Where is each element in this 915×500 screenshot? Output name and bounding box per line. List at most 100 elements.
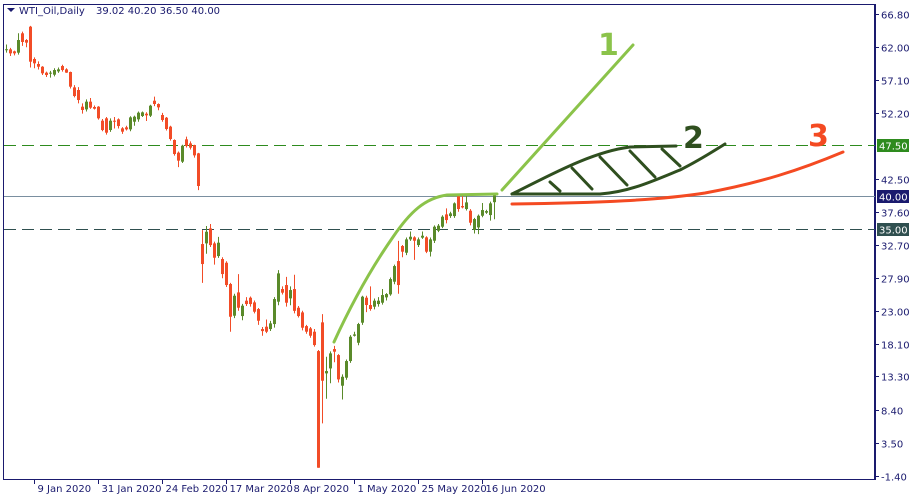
- curve-3[interactable]: [510, 150, 845, 206]
- candle[interactable]: [225, 261, 228, 287]
- candle[interactable]: [381, 289, 384, 305]
- candle[interactable]: [317, 350, 320, 468]
- candle[interactable]: [161, 112, 164, 122]
- candle[interactable]: [473, 217, 476, 234]
- candle[interactable]: [149, 104, 152, 117]
- candle[interactable]: [113, 116, 116, 129]
- candle[interactable]: [41, 66, 44, 75]
- candle[interactable]: [337, 354, 340, 383]
- candle[interactable]: [325, 356, 328, 399]
- candle[interactable]: [481, 203, 484, 218]
- candle[interactable]: [229, 282, 232, 332]
- candle[interactable]: [453, 202, 456, 218]
- candle[interactable]: [137, 111, 140, 122]
- candle[interactable]: [477, 214, 480, 235]
- candle[interactable]: [309, 326, 312, 338]
- candle[interactable]: [165, 116, 168, 131]
- candle[interactable]: [185, 136, 188, 148]
- candle[interactable]: [313, 329, 316, 347]
- candle[interactable]: [493, 194, 496, 220]
- candle[interactable]: [357, 322, 360, 346]
- candle[interactable]: [353, 331, 356, 337]
- candle[interactable]: [377, 297, 380, 307]
- candle[interactable]: [101, 119, 104, 132]
- candle[interactable]: [181, 144, 184, 164]
- candle[interactable]: [489, 201, 492, 221]
- candle[interactable]: [365, 295, 368, 313]
- candle[interactable]: [141, 111, 144, 117]
- candle[interactable]: [421, 231, 424, 239]
- candle[interactable]: [117, 118, 120, 129]
- candle[interactable]: [53, 68, 56, 77]
- drawing-2[interactable]: [510, 142, 727, 196]
- candle[interactable]: [81, 103, 84, 114]
- candle[interactable]: [201, 230, 204, 283]
- candle[interactable]: [213, 241, 216, 265]
- candle[interactable]: [445, 208, 448, 224]
- candle[interactable]: [297, 305, 300, 318]
- candle[interactable]: [349, 335, 352, 363]
- candle[interactable]: [441, 215, 444, 229]
- candle[interactable]: [329, 351, 332, 384]
- candle[interactable]: [105, 116, 108, 135]
- candle[interactable]: [29, 25, 32, 68]
- candle[interactable]: [241, 303, 244, 321]
- candle[interactable]: [429, 237, 432, 257]
- candle[interactable]: [205, 226, 208, 254]
- candle[interactable]: [253, 300, 256, 314]
- candle[interactable]: [93, 105, 96, 110]
- candle[interactable]: [121, 127, 124, 134]
- candle[interactable]: [89, 98, 92, 109]
- candle[interactable]: [385, 293, 388, 301]
- candle[interactable]: [485, 209, 488, 214]
- candle[interactable]: [277, 270, 280, 306]
- candle[interactable]: [177, 151, 180, 168]
- candle[interactable]: [437, 224, 440, 233]
- candle[interactable]: [413, 236, 416, 260]
- candle[interactable]: [133, 115, 136, 126]
- candle[interactable]: [65, 68, 68, 73]
- candle[interactable]: [189, 141, 192, 150]
- candle[interactable]: [125, 125, 128, 131]
- candle[interactable]: [25, 39, 28, 48]
- candle[interactable]: [245, 297, 248, 306]
- candle[interactable]: [269, 320, 272, 332]
- candle[interactable]: [73, 85, 76, 98]
- candle[interactable]: [321, 314, 324, 424]
- candle[interactable]: [97, 106, 100, 120]
- candle[interactable]: [449, 211, 452, 218]
- candle[interactable]: [293, 274, 296, 314]
- candle[interactable]: [85, 99, 88, 112]
- candle[interactable]: [157, 103, 160, 111]
- candle[interactable]: [433, 225, 436, 243]
- collapse-triangle-icon[interactable]: [7, 8, 15, 12]
- candle[interactable]: [17, 33, 20, 55]
- candle[interactable]: [193, 144, 196, 158]
- candle[interactable]: [129, 116, 132, 132]
- candle[interactable]: [9, 47, 12, 56]
- candle[interactable]: [257, 308, 260, 325]
- candle[interactable]: [197, 152, 200, 191]
- candle[interactable]: [417, 237, 420, 248]
- candle[interactable]: [49, 70, 52, 78]
- drawing-1[interactable]: [332, 43, 635, 344]
- candle[interactable]: [425, 236, 428, 254]
- candle[interactable]: [209, 224, 212, 248]
- candle[interactable]: [45, 71, 48, 77]
- candle[interactable]: [37, 61, 40, 70]
- candle[interactable]: [401, 245, 404, 258]
- candle[interactable]: [265, 319, 268, 334]
- candle[interactable]: [361, 295, 364, 325]
- candle[interactable]: [461, 195, 464, 209]
- candle[interactable]: [457, 193, 460, 212]
- candle[interactable]: [289, 286, 292, 306]
- candle[interactable]: [169, 125, 172, 141]
- candle[interactable]: [69, 71, 72, 89]
- candle[interactable]: [249, 296, 252, 307]
- candle[interactable]: [397, 240, 400, 294]
- candle[interactable]: [33, 57, 36, 69]
- candle[interactable]: [281, 286, 284, 295]
- candle[interactable]: [221, 257, 224, 279]
- candle[interactable]: [5, 44, 8, 53]
